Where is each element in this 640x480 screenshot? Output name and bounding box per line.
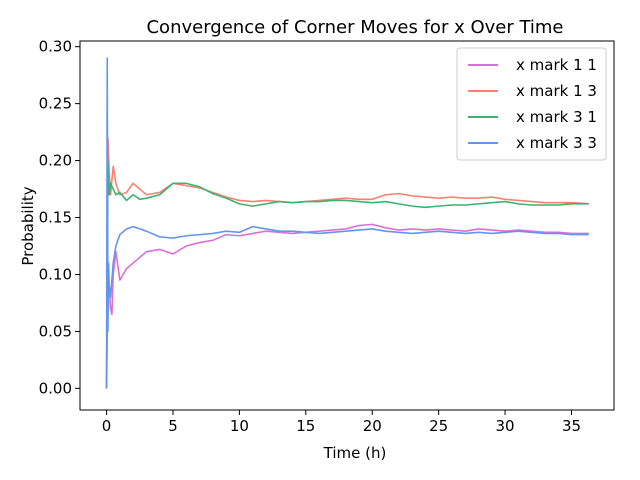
x-axis: 0 5 10 15 20 25 30 35 — [102, 410, 581, 435]
series-line-3 — [105, 159, 589, 389]
y-tick-label: 0.15 — [39, 209, 72, 227]
y-axis-label: Probability — [19, 186, 37, 265]
x-tick-label: 5 — [168, 417, 178, 435]
series-line-1 — [105, 223, 589, 389]
y-tick-label: 0.00 — [39, 379, 72, 397]
legend-label-1: x mark 1 1 — [516, 56, 597, 74]
legend-label-4: x mark 3 3 — [516, 134, 597, 152]
x-tick-label: 20 — [363, 417, 382, 435]
x-tick-label: 30 — [496, 417, 515, 435]
plot-area — [79, 40, 615, 411]
x-tick-label: 0 — [102, 417, 112, 435]
series-layer — [105, 57, 589, 389]
series-line-2 — [105, 137, 589, 389]
legend-label-3: x mark 3 1 — [516, 108, 597, 126]
y-tick-label: 0.30 — [39, 38, 72, 56]
legend-label-2: x mark 1 3 — [516, 82, 597, 100]
y-axis: 0.00 0.05 0.10 0.15 0.20 0.25 0.30 — [39, 38, 80, 397]
plot-frame — [79, 40, 615, 411]
x-tick-label: 15 — [296, 417, 315, 435]
y-tick-label: 0.20 — [39, 152, 72, 170]
y-tick-label: 0.10 — [39, 265, 72, 283]
y-tick-label: 0.25 — [39, 95, 72, 113]
x-tick-label: 10 — [230, 417, 249, 435]
chart-title: Convergence of Corner Moves for x Over T… — [146, 17, 563, 38]
y-tick-label: 0.05 — [39, 322, 72, 340]
legend: x mark 1 1 x mark 1 3 x mark 3 1 x mark 3 3 — [456, 47, 607, 161]
x-tick-label: 35 — [562, 417, 581, 435]
x-axis-label: Time (h) — [323, 444, 387, 462]
legend-box — [456, 47, 607, 161]
x-tick-label: 25 — [429, 417, 448, 435]
series-line-4 — [105, 57, 589, 389]
